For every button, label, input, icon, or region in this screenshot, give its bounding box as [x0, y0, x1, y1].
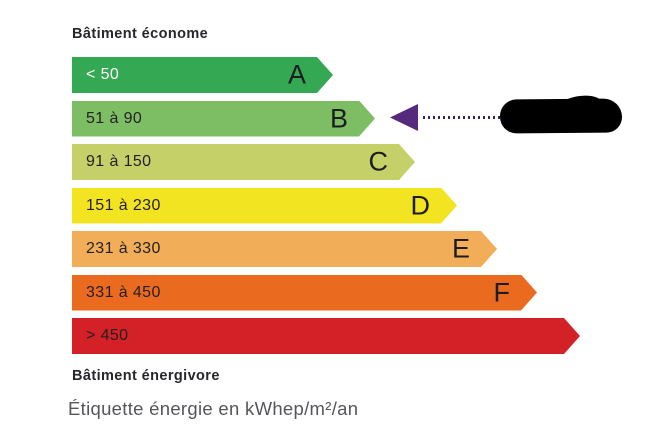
energy-intensive-building-label: Bâtiment énergivore — [72, 368, 220, 384]
energy-range-label: < 50 — [86, 66, 120, 83]
grade-letter: E — [451, 233, 470, 264]
energy-range-label: 91 à 150 — [86, 153, 152, 170]
energy-bar-d: 151 à 230 D — [72, 188, 457, 224]
grade-letter: A — [287, 59, 306, 90]
energy-range-label: 231 à 330 — [86, 240, 161, 257]
energy-bar-b: 51 à 90 B — [72, 101, 375, 137]
redacted-value-blob — [499, 98, 623, 134]
energy-bar-a: < 50 A — [72, 57, 333, 93]
grade-letter: D — [410, 190, 430, 220]
energy-range-label: > 450 — [86, 327, 129, 344]
energy-bar-c: 91 à 150 C — [72, 144, 415, 180]
chart-caption: Étiquette énergie en kWhep/m²/an — [68, 398, 359, 419]
energy-grade-bars: < 50 A 51 à 90 B 91 à 150 C 151 à 230 D … — [72, 57, 632, 357]
energy-bar-f: 331 à 450 F — [72, 275, 537, 311]
grade-letter: B — [329, 103, 348, 133]
energy-range-label: 151 à 230 — [86, 196, 161, 214]
energy-bar-e: 231 à 330 E — [72, 231, 497, 267]
economical-building-label: Bâtiment économe — [72, 26, 209, 42]
energy-range-label: 331 à 450 — [86, 283, 161, 301]
pointer-dotted-line — [423, 116, 502, 119]
grade-letter: C — [368, 146, 388, 177]
energy-bar-g: > 450 — [72, 318, 580, 354]
energy-range-label: 51 à 90 — [86, 109, 143, 127]
grade-letter: F — [493, 277, 510, 307]
